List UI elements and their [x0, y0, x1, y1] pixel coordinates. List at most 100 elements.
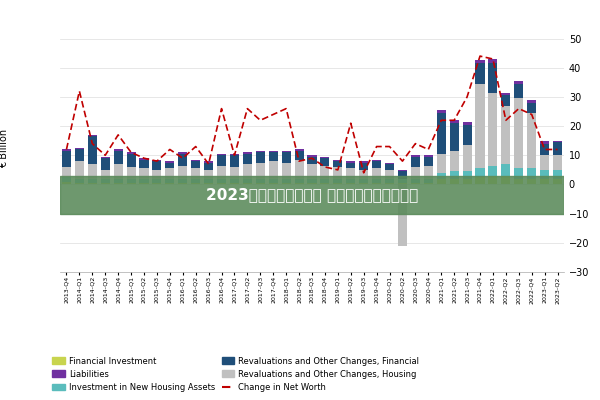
Bar — [488, 176, 497, 184]
Bar — [88, 136, 97, 164]
Bar — [553, 170, 562, 179]
Bar — [475, 63, 485, 84]
Bar — [514, 84, 523, 98]
Bar — [540, 170, 549, 179]
Bar — [320, 179, 329, 183]
Bar — [372, 160, 381, 161]
Bar — [527, 103, 536, 113]
Bar — [372, 179, 381, 183]
Bar — [204, 161, 213, 162]
Bar — [217, 154, 226, 155]
Bar — [62, 167, 71, 177]
Bar — [62, 182, 71, 184]
Bar — [191, 161, 200, 168]
Bar — [527, 113, 536, 168]
Bar — [256, 183, 265, 184]
Bar — [320, 166, 329, 179]
Bar — [463, 171, 472, 179]
Bar — [424, 183, 433, 184]
Bar — [449, 120, 458, 123]
Bar — [307, 157, 317, 164]
Bar — [217, 183, 226, 184]
Bar — [307, 179, 317, 183]
Bar — [127, 179, 136, 183]
Bar — [204, 183, 213, 184]
Bar — [437, 154, 446, 173]
Bar — [540, 179, 549, 184]
Bar — [60, 176, 564, 214]
Bar — [113, 179, 122, 183]
Bar — [346, 179, 355, 183]
Bar — [437, 110, 446, 113]
Bar — [75, 150, 84, 161]
Bar — [307, 183, 317, 184]
Bar — [346, 183, 355, 184]
Bar — [243, 154, 252, 164]
Bar — [334, 179, 343, 183]
Bar — [191, 179, 200, 183]
Bar — [359, 179, 368, 183]
Bar — [166, 162, 175, 168]
Bar — [488, 92, 497, 166]
Bar — [113, 183, 122, 184]
Bar — [449, 179, 458, 184]
Bar — [166, 168, 175, 179]
Bar — [217, 179, 226, 183]
Bar — [243, 179, 252, 183]
Bar — [217, 155, 226, 166]
Bar — [320, 157, 329, 158]
Bar — [514, 98, 523, 168]
Bar — [88, 183, 97, 184]
Bar — [346, 161, 355, 162]
Bar — [139, 183, 149, 184]
Bar — [385, 179, 394, 183]
Bar — [437, 113, 446, 154]
Bar — [449, 171, 458, 179]
Bar — [502, 92, 511, 96]
Bar — [398, 184, 407, 246]
Bar — [514, 179, 523, 184]
Bar — [101, 170, 110, 179]
Bar — [243, 164, 252, 179]
Bar — [334, 160, 343, 161]
Bar — [101, 158, 110, 170]
Bar — [166, 161, 175, 162]
Bar — [359, 170, 368, 179]
Bar — [437, 179, 446, 184]
Bar — [230, 167, 239, 179]
Legend: Financial Investment, Liabilities, Investment in New Housing Assets, Revaluation: Financial Investment, Liabilities, Inves… — [52, 356, 419, 392]
Bar — [372, 183, 381, 184]
Bar — [281, 179, 290, 183]
Bar — [113, 164, 122, 179]
Bar — [346, 162, 355, 168]
Bar — [256, 179, 265, 183]
Bar — [281, 183, 290, 184]
Bar — [166, 183, 175, 184]
Bar — [62, 177, 71, 182]
Bar — [139, 168, 149, 179]
Bar — [359, 161, 368, 162]
Bar — [527, 179, 536, 184]
Bar — [307, 155, 317, 157]
Bar — [139, 179, 149, 183]
Bar — [540, 155, 549, 170]
Bar — [113, 150, 122, 151]
Y-axis label: € Billion: € Billion — [0, 128, 10, 168]
Bar — [411, 157, 420, 167]
Bar — [334, 167, 343, 179]
Bar — [411, 179, 420, 183]
Bar — [127, 154, 136, 167]
Bar — [152, 161, 161, 170]
Bar — [514, 81, 523, 84]
Bar — [295, 151, 304, 160]
Bar — [101, 179, 110, 183]
Bar — [204, 162, 213, 170]
Bar — [359, 162, 368, 170]
Bar — [475, 60, 485, 63]
Bar — [385, 164, 394, 170]
Bar — [475, 177, 485, 184]
Bar — [256, 162, 265, 179]
Bar — [281, 152, 290, 162]
Bar — [166, 179, 175, 183]
Bar — [256, 152, 265, 162]
